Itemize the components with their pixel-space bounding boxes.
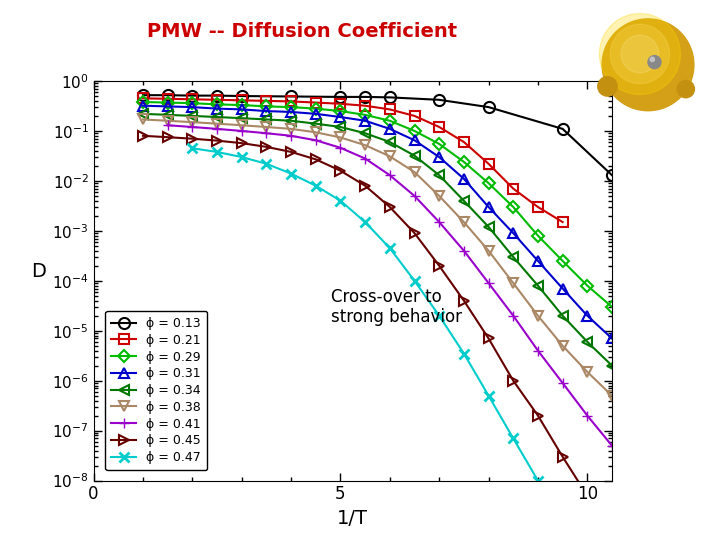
Circle shape bbox=[610, 24, 670, 84]
Circle shape bbox=[650, 57, 654, 62]
Circle shape bbox=[598, 77, 617, 96]
Circle shape bbox=[621, 35, 659, 73]
Circle shape bbox=[599, 14, 680, 94]
Circle shape bbox=[648, 56, 661, 69]
Circle shape bbox=[677, 80, 695, 98]
Text: Cross-over to
strong behavior: Cross-over to strong behavior bbox=[330, 287, 462, 326]
Circle shape bbox=[602, 19, 694, 111]
Text: PMW -- Diffusion Coefficient: PMW -- Diffusion Coefficient bbox=[148, 22, 457, 40]
Y-axis label: D: D bbox=[31, 262, 45, 281]
Legend: ϕ = 0.13, ϕ = 0.21, ϕ = 0.29, ϕ = 0.31, ϕ = 0.34, ϕ = 0.38, ϕ = 0.41, ϕ = 0.45, : ϕ = 0.13, ϕ = 0.21, ϕ = 0.29, ϕ = 0.31, … bbox=[105, 311, 207, 470]
X-axis label: 1/T: 1/T bbox=[337, 509, 369, 528]
